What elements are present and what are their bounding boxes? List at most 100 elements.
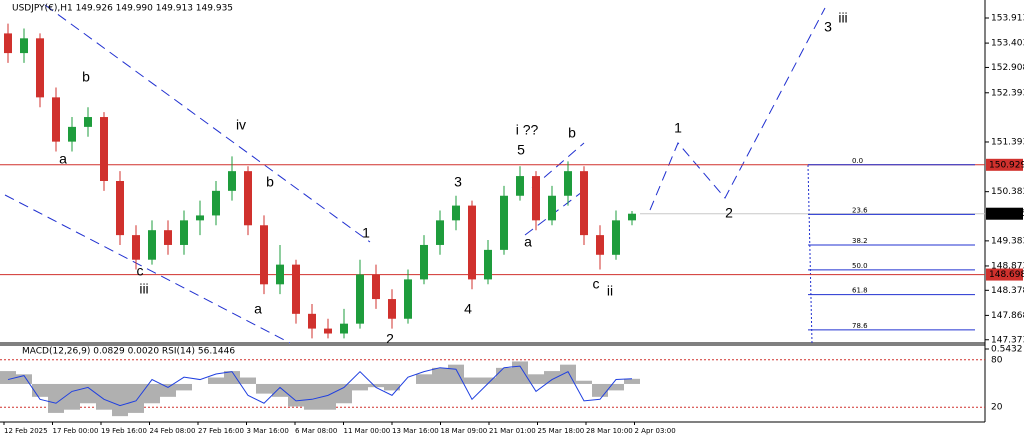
fib-label: 23.6 bbox=[852, 206, 868, 214]
macd-bar bbox=[512, 361, 528, 384]
price-label: 148.698 bbox=[989, 270, 1024, 280]
wave-label: iv bbox=[236, 117, 246, 133]
candle-body bbox=[180, 220, 188, 245]
candle-body bbox=[468, 205, 476, 280]
candle-body bbox=[516, 176, 524, 196]
wave-label: 1 bbox=[362, 225, 370, 241]
candle-body bbox=[436, 220, 444, 245]
macd-bar bbox=[624, 378, 640, 384]
indicator-header: MACD(12,26,9) 0.0829 0.0020 RSI(14) 56.1… bbox=[22, 347, 235, 357]
price-label-box bbox=[986, 158, 1023, 171]
wave-label: iii bbox=[139, 281, 148, 297]
y2-tick-label: 80 bbox=[991, 355, 1003, 365]
candle-body bbox=[628, 213, 636, 221]
candle-body bbox=[36, 38, 44, 98]
candle-body bbox=[68, 126, 76, 142]
x-tick-label: 12 Feb 2025 bbox=[4, 427, 48, 435]
macd-bar bbox=[0, 371, 16, 384]
macd-bar bbox=[256, 383, 272, 394]
projection-line bbox=[649, 7, 826, 211]
candle-body bbox=[612, 220, 620, 255]
x-tick-label: 11 Mar 00:00 bbox=[344, 427, 391, 435]
y-tick-label: 147.373 bbox=[991, 335, 1024, 345]
candle-body bbox=[52, 97, 60, 142]
x-tick-label: 17 Feb 00:00 bbox=[53, 427, 99, 435]
y-tick-label: 148.873 bbox=[991, 261, 1024, 271]
chart-header: USDJPY(€),H1 149.926 149.990 149.913 149… bbox=[12, 4, 233, 14]
y-tick-label: 153.403 bbox=[991, 39, 1024, 49]
wave-label: 5 bbox=[517, 142, 525, 158]
candle-body bbox=[148, 230, 156, 260]
wedge-line bbox=[531, 142, 585, 189]
price-label: 150.929 bbox=[989, 160, 1024, 170]
macd-bar bbox=[176, 383, 192, 391]
y-tick-label: 151.393 bbox=[991, 137, 1024, 147]
fib-label: 78.6 bbox=[852, 322, 868, 330]
x-tick-label: 28 Mar 10:00 bbox=[586, 427, 633, 435]
macd-bar bbox=[160, 383, 176, 397]
candle-body bbox=[292, 264, 300, 314]
macd-bar bbox=[384, 383, 400, 391]
macd-bar bbox=[288, 383, 304, 407]
macd-bar bbox=[16, 374, 32, 384]
candle-body bbox=[484, 249, 492, 280]
macd-bar bbox=[480, 377, 496, 384]
candle-body bbox=[244, 171, 252, 226]
candle-body bbox=[196, 215, 204, 221]
wave-label: 4 bbox=[464, 301, 472, 317]
fib-baseline bbox=[807, 164, 813, 344]
wave-label: a bbox=[524, 234, 532, 250]
macd-bar bbox=[96, 383, 112, 410]
macd-bar bbox=[608, 383, 624, 391]
candle-body bbox=[420, 244, 428, 280]
candle-body bbox=[340, 323, 348, 334]
x-tick-label: 24 Feb 08:00 bbox=[150, 427, 196, 435]
y-tick-label: 150.383 bbox=[991, 187, 1024, 197]
wave-label: iii bbox=[838, 10, 847, 26]
candle-body bbox=[532, 176, 540, 221]
macd-bar bbox=[464, 377, 480, 384]
wave-label: 1 bbox=[674, 120, 682, 136]
macd-bar bbox=[304, 383, 320, 410]
macd-bar bbox=[80, 383, 96, 404]
macd-bar bbox=[368, 383, 384, 388]
channel-line bbox=[44, 4, 371, 243]
candle-body bbox=[500, 195, 508, 250]
x-tick-label: 25 Mar 18:00 bbox=[538, 427, 585, 435]
candle-body bbox=[308, 313, 316, 329]
macd-bar bbox=[496, 367, 512, 384]
y-tick-label: 153.913 bbox=[991, 14, 1024, 24]
macd-bar bbox=[416, 374, 432, 384]
macd-bar bbox=[528, 374, 544, 384]
macd-bar bbox=[544, 371, 560, 384]
macd-bar bbox=[320, 383, 336, 410]
macd-bar bbox=[272, 383, 288, 397]
candle-body bbox=[276, 264, 284, 285]
fib-label: 61.8 bbox=[852, 287, 868, 295]
macd-bar bbox=[576, 380, 592, 384]
x-tick-label: 19 Feb 16:00 bbox=[101, 427, 147, 435]
candle-body bbox=[20, 38, 28, 54]
macd-bar bbox=[48, 383, 64, 413]
channel-line bbox=[4, 194, 291, 344]
macd-bar bbox=[448, 364, 464, 384]
macd-bar bbox=[592, 383, 608, 397]
macd-bar bbox=[112, 383, 128, 417]
x-tick-label: 21 Mar 01:00 bbox=[489, 427, 536, 435]
fib-label: 38.2 bbox=[852, 237, 868, 245]
macd-bar bbox=[336, 383, 352, 404]
y-tick-label: 0.5432 bbox=[991, 345, 1023, 355]
macd-bar bbox=[144, 383, 160, 404]
candle-body bbox=[212, 190, 220, 216]
wave-label: a bbox=[59, 151, 67, 167]
fib-label: 0.0 bbox=[852, 157, 863, 165]
fib-label: 50.0 bbox=[852, 262, 868, 270]
y2-tick-label: 20 bbox=[991, 403, 1003, 413]
wave-label: b bbox=[82, 69, 90, 85]
candle-body bbox=[564, 171, 572, 196]
y-tick-label: 148.378 bbox=[991, 286, 1024, 296]
candle-body bbox=[132, 235, 140, 260]
candle-body bbox=[4, 33, 12, 54]
wave-label: ii bbox=[607, 283, 613, 299]
price-label-box bbox=[986, 268, 1023, 281]
